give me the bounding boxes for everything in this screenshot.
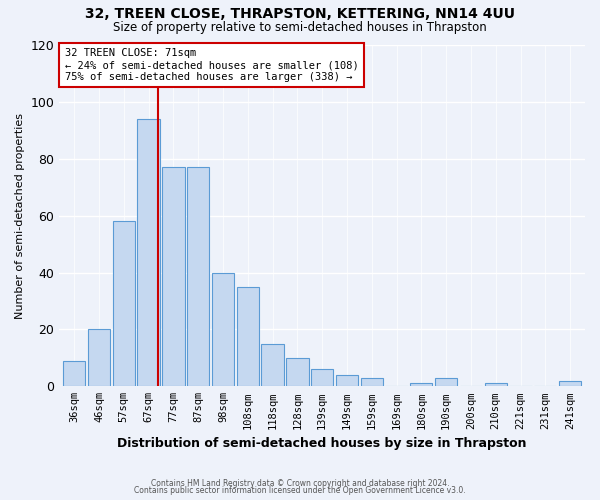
Text: 32 TREEN CLOSE: 71sqm
← 24% of semi-detached houses are smaller (108)
75% of sem: 32 TREEN CLOSE: 71sqm ← 24% of semi-deta… xyxy=(65,48,358,82)
Bar xyxy=(137,119,160,386)
Bar xyxy=(336,375,358,386)
Bar xyxy=(187,168,209,386)
Bar xyxy=(162,168,185,386)
Bar xyxy=(63,360,85,386)
Bar xyxy=(559,380,581,386)
Bar xyxy=(361,378,383,386)
Bar xyxy=(236,287,259,386)
Text: Contains public sector information licensed under the Open Government Licence v3: Contains public sector information licen… xyxy=(134,486,466,495)
Bar xyxy=(113,222,135,386)
Bar xyxy=(410,384,433,386)
Bar xyxy=(485,384,507,386)
Bar xyxy=(286,358,308,386)
Text: Contains HM Land Registry data © Crown copyright and database right 2024.: Contains HM Land Registry data © Crown c… xyxy=(151,478,449,488)
Bar xyxy=(311,369,334,386)
Bar xyxy=(88,330,110,386)
Bar xyxy=(435,378,457,386)
Y-axis label: Number of semi-detached properties: Number of semi-detached properties xyxy=(15,112,25,318)
Bar xyxy=(262,344,284,386)
Text: Size of property relative to semi-detached houses in Thrapston: Size of property relative to semi-detach… xyxy=(113,21,487,34)
Bar xyxy=(212,272,234,386)
X-axis label: Distribution of semi-detached houses by size in Thrapston: Distribution of semi-detached houses by … xyxy=(118,437,527,450)
Text: 32, TREEN CLOSE, THRAPSTON, KETTERING, NN14 4UU: 32, TREEN CLOSE, THRAPSTON, KETTERING, N… xyxy=(85,8,515,22)
